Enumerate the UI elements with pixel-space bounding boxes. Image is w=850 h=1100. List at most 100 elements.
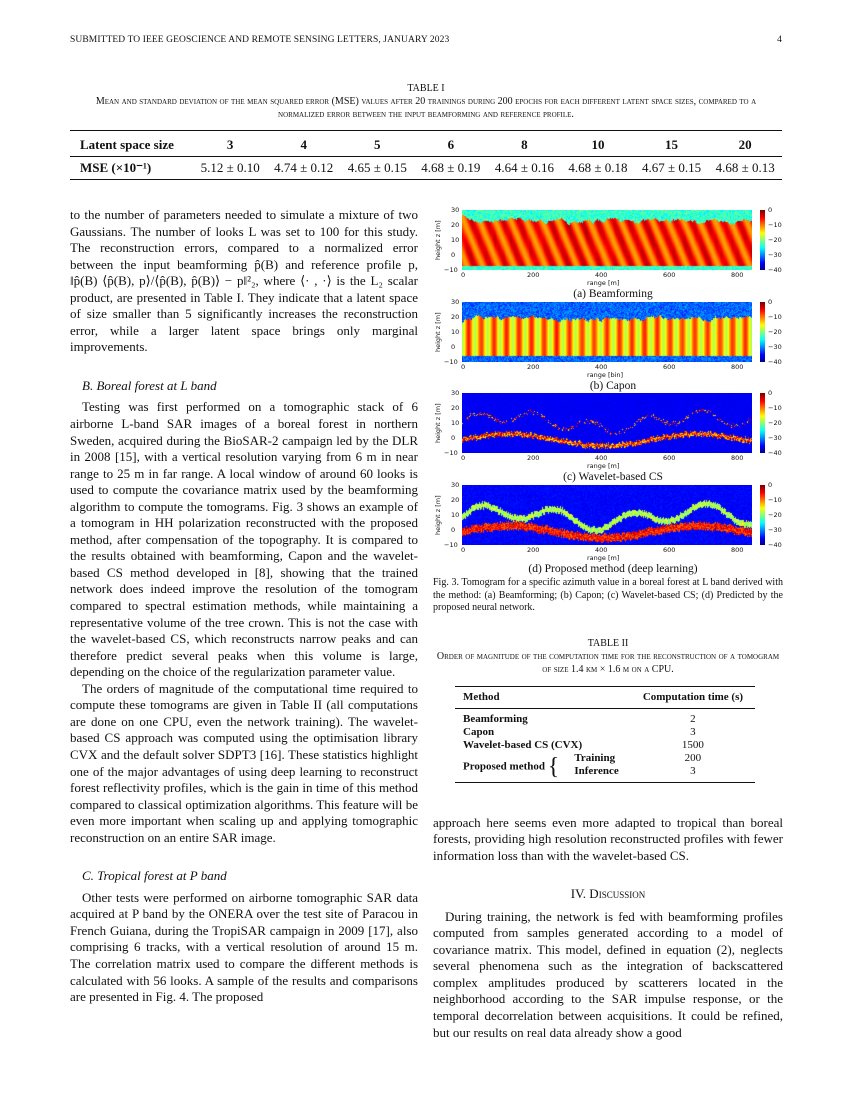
paragraph: The orders of magnitude of the computati… <box>70 680 418 845</box>
time-cell: 200 <box>684 751 702 764</box>
section-heading-iv: IV. Discussion <box>570 886 646 902</box>
y-tick-label: 20 <box>451 221 460 229</box>
header-cell: 4 <box>266 130 341 157</box>
x-tick-label: 800 <box>731 363 744 371</box>
right-column-lower: Fig. 3. Tomogram for a specific azimuth … <box>433 577 783 1041</box>
x-tick-label: 200 <box>527 454 540 462</box>
colorbar-tick-label: 0 <box>768 389 773 397</box>
table1-caption-block: TABLE I Mean and standard deviation of t… <box>70 82 782 121</box>
table2-caption-block: TABLE II Order of magnitude of the compu… <box>433 637 783 676</box>
y-tick-label: 10 <box>451 511 460 519</box>
table2-header-row: Method Computation time (s) <box>455 686 755 709</box>
y-tick-label: 20 <box>451 404 460 412</box>
table-row: Beamforming 2 <box>455 708 755 726</box>
y-tick-label: 30 <box>451 481 460 489</box>
x-axis-label: range [bin] <box>587 371 624 379</box>
y-tick-label: 0 <box>451 434 456 442</box>
proposed-method-label: Proposed method <box>463 760 545 773</box>
method-cell: Beamforming <box>463 712 528 725</box>
paragraph: to the number of parameters needed to si… <box>70 207 418 355</box>
table1-caption: Mean and standard deviation of the mean … <box>95 96 757 120</box>
time-cell: 1500 <box>681 738 704 751</box>
colorbar-tick-label: −30 <box>768 343 782 351</box>
y-tick-label: 30 <box>451 389 460 397</box>
table1-block: TABLE I Mean and standard deviation of t… <box>70 82 782 180</box>
x-tick-label: 200 <box>527 546 540 554</box>
cell: 4.64 ± 0.16 <box>494 160 554 175</box>
header-cell: 6 <box>414 130 488 157</box>
y-tick-label: 20 <box>451 496 460 504</box>
colorbar-tick-label: −20 <box>768 419 782 427</box>
y-tick-label: 10 <box>451 328 460 336</box>
x-axis-label: range [m] <box>587 554 620 562</box>
table1-label: TABLE I <box>407 83 445 94</box>
header-cell: 15 <box>634 130 709 157</box>
colorbar-tick-label: 0 <box>768 206 773 214</box>
colorbar <box>760 485 765 545</box>
brace: { <box>547 753 560 780</box>
cell: 4.68 ± 0.13 <box>715 160 775 175</box>
tomogram-image <box>462 485 752 545</box>
x-tick-label: 400 <box>595 271 608 279</box>
header-cell: 10 <box>561 130 635 157</box>
y-tick-label: 20 <box>451 313 460 321</box>
x-tick-label: 600 <box>663 363 676 371</box>
y-tick-label: −10 <box>444 358 458 366</box>
header-cell: 5 <box>340 130 415 157</box>
colorbar-tick-label: −10 <box>768 313 782 321</box>
cell: 4.74 ± 0.12 <box>274 160 334 175</box>
row-label: MSE (×10⁻¹) <box>80 160 152 175</box>
paragraph: During training, the network is fed with… <box>433 908 783 1040</box>
colorbar-tick-label: −40 <box>768 266 782 274</box>
submethod-cell: Inference <box>574 764 619 777</box>
x-tick-label: 800 <box>731 271 744 279</box>
right-column: approach here seems even more adapted to… <box>433 815 783 1042</box>
colorbar <box>760 302 765 362</box>
subfigure-caption: (b) Capon <box>589 380 637 392</box>
x-tick-label: 400 <box>595 454 608 462</box>
y-axis-label: height z [m] <box>434 312 442 352</box>
x-tick-label: 0 <box>461 271 466 279</box>
header-cell: 20 <box>708 130 782 157</box>
cell: 4.67 ± 0.15 <box>641 160 702 175</box>
colorbar-tick-label: −30 <box>768 434 782 442</box>
paragraph: approach here seems even more adapted to… <box>433 814 783 863</box>
time-cell: 3 <box>690 725 696 738</box>
colorbar-tick-label: −30 <box>768 251 782 259</box>
table1-header-row: Latent space size 3 4 5 6 8 10 15 20 <box>70 130 782 157</box>
x-tick-label: 600 <box>663 546 676 554</box>
x-tick-label: 0 <box>461 454 466 462</box>
paragraph: Other tests were performed on airborne t… <box>70 889 418 1005</box>
running-header: SUBMITTED TO IEEE GEOSCIENCE AND REMOTE … <box>70 35 782 45</box>
y-tick-label: 30 <box>451 298 460 306</box>
colorbar-tick-label: −10 <box>768 404 782 412</box>
time-cell: 2 <box>690 712 696 725</box>
colorbar-tick-label: 0 <box>768 298 773 306</box>
x-tick-label: 800 <box>731 454 744 462</box>
tomogram-image <box>462 393 752 453</box>
x-tick-label: 800 <box>731 546 744 554</box>
method-cell: Wavelet-based CS (CVX) <box>463 738 583 751</box>
colorbar <box>760 210 765 270</box>
table1: Latent space size 3 4 5 6 8 10 15 20 MSE (×10⁻¹)… <box>70 130 782 180</box>
paragraph: Testing was first performed on a tomogra… <box>70 399 418 680</box>
table2: Method Computation time (s) Beamforming 2… <box>455 685 755 783</box>
y-tick-label: −10 <box>444 541 458 549</box>
colorbar-tick-label: −20 <box>768 236 782 244</box>
method-cell: Capon <box>463 725 495 738</box>
cell: 4.68 ± 0.18 <box>568 160 628 175</box>
y-tick-label: −10 <box>444 449 458 457</box>
x-tick-label: 0 <box>461 363 466 371</box>
x-tick-label: 200 <box>527 271 540 279</box>
colorbar-tick-label: −40 <box>768 358 782 366</box>
y-axis-label: height z [m] <box>434 495 442 535</box>
tomogram-image <box>462 210 752 270</box>
colorbar-tick-label: −10 <box>768 221 782 229</box>
x-tick-label: 600 <box>663 271 676 279</box>
table2-caption: Order of magnitude of the computation ti… <box>436 650 780 675</box>
table-row: Inference 3 <box>455 765 755 783</box>
table-row: Capon 3 <box>455 726 755 739</box>
subfigure-caption: (d) Proposed method (deep learning) <box>528 563 698 575</box>
colorbar-tick-label: −20 <box>768 511 782 519</box>
